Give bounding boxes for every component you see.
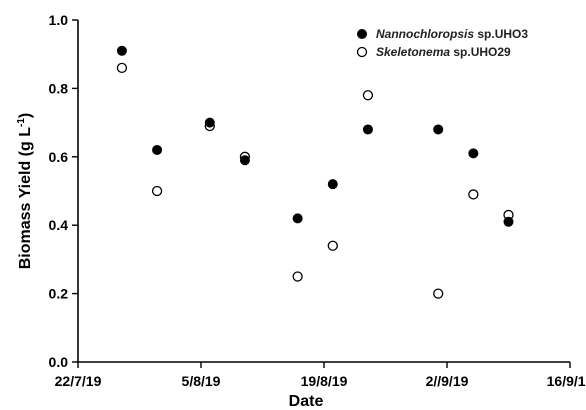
- x-tick-label: 2//9/19: [426, 373, 469, 389]
- skeletonema-point: [433, 288, 444, 299]
- nannochloropsis-point: [152, 144, 163, 155]
- skeletonema-point: [327, 240, 338, 251]
- nannochloropsis-point: [503, 216, 514, 227]
- nannochloropsis-point: [433, 124, 444, 135]
- y-tick-label: 0.4: [49, 217, 69, 233]
- y-tick-label: 0.6: [49, 149, 69, 165]
- nannochloropsis-point: [327, 179, 338, 190]
- x-tick-label: 19/8/19: [301, 373, 348, 389]
- skeletonema-point: [292, 271, 303, 282]
- nannochloropsis-point: [468, 148, 479, 159]
- legend-entry: Skeletonema sp.UHO29: [376, 45, 511, 59]
- nannochloropsis-point: [239, 155, 250, 166]
- y-tick-label: 0.8: [49, 80, 69, 96]
- nannochloropsis-point: [204, 117, 215, 128]
- y-tick-label: 0.0: [49, 354, 69, 370]
- skeletonema-point: [151, 185, 163, 197]
- y-tick-label: 0.2: [49, 286, 69, 302]
- nannochloropsis-point: [292, 213, 303, 224]
- skeletonema-point: [362, 90, 374, 101]
- legend-marker-open: [356, 46, 368, 58]
- skeletonema-point: [468, 189, 479, 200]
- x-tick-label: 5/8/19: [182, 373, 221, 389]
- y-tick-label: 1.0: [49, 12, 69, 28]
- x-tick-label: 22/7/19: [55, 373, 102, 389]
- x-axis-title: Date: [289, 393, 324, 410]
- nannochloropsis-point: [116, 45, 127, 56]
- legend-marker-filled: [357, 29, 367, 39]
- x-tick-label: 16/9/19: [547, 373, 586, 389]
- nannochloropsis-point: [362, 124, 373, 135]
- skeletonema-point: [116, 62, 128, 74]
- y-axis-title: Biomass Yield (g L-1): [16, 113, 34, 270]
- legend-entry: Nannochloropsis sp.UHO3: [376, 27, 528, 41]
